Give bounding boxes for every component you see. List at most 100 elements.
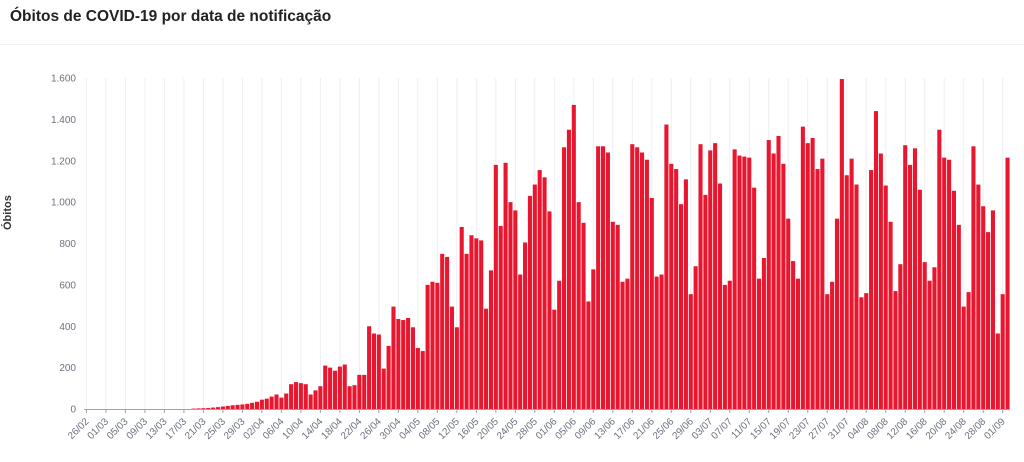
bar [1005,157,1010,409]
bar [367,326,372,409]
bar [990,210,995,409]
x-tick-label: 13/03 [144,416,170,442]
bar [971,146,976,410]
x-tick-label: 01/09 [982,416,1008,442]
bar [386,345,391,409]
x-tick-label: 24/05 [495,416,521,442]
x-tick-label: 22/04 [339,416,365,442]
x-tick-label: 29/03 [222,416,248,442]
x-tick-label: 16/05 [456,416,482,442]
bar [956,224,961,409]
bar [245,403,250,409]
bar [318,386,323,409]
bar [328,367,333,409]
bar [981,206,986,409]
bar [839,79,844,410]
bar [601,146,606,410]
bar [250,402,255,409]
bar [674,169,679,409]
bar [479,240,484,409]
bar [644,159,649,409]
bar [469,235,474,409]
x-tick-label: 21/06 [631,416,657,442]
x-tick-label: 25/06 [651,416,677,442]
bar [542,177,547,409]
bar [742,156,747,409]
bar [323,365,328,409]
x-tick-label: 14/04 [300,416,326,442]
bar [371,333,377,409]
bar [771,153,776,409]
x-tick-label: 06/04 [261,416,287,442]
bar [376,334,381,409]
bar [834,218,840,409]
bar [791,261,796,409]
x-tick-label: 03/07 [690,416,716,442]
bar [513,210,518,409]
x-tick-label: 12/05 [436,416,462,442]
bar [445,256,450,409]
bar [503,162,508,409]
bar [781,163,786,409]
bar [410,327,416,409]
y-tick-label: 1.000 [51,198,76,209]
bar [698,144,703,409]
bar [756,278,762,409]
bar [630,144,635,409]
bar [713,143,718,409]
bar [484,308,489,409]
bar [747,157,752,409]
header-divider [0,44,1024,45]
bar [620,281,625,409]
bar [488,270,493,409]
x-tick-label: 23/07 [787,416,813,442]
bar [703,194,708,409]
bar [596,146,601,410]
bar [859,297,864,409]
x-tick-label: 26/04 [359,416,385,442]
bar [362,374,367,409]
x-tick-label: 25/03 [203,416,229,442]
bar [639,152,645,409]
bar [254,401,260,409]
x-tick-label: 20/05 [475,416,501,442]
x-tick-label: 12/08 [885,416,911,442]
x-tick-label: 05/03 [105,416,131,442]
x-tick-label: 01/06 [534,416,560,442]
y-tick-label: 400 [59,322,76,333]
bar [352,385,357,409]
bar [927,280,932,409]
bar [552,309,557,409]
bar [406,317,411,409]
y-tick-label: 800 [59,239,76,250]
bar [917,189,922,409]
x-tick-label: 10/04 [281,416,307,442]
x-tick-label: 16/08 [904,416,930,442]
chart-title: Óbitos de COVID-19 por data de notificaç… [10,8,332,25]
bar [332,370,338,409]
bar [420,351,425,409]
x-tick-label: 18/04 [320,416,346,442]
bar [908,164,913,409]
bar [581,222,586,409]
bar [932,267,937,409]
bar [659,274,664,409]
bar [898,264,903,409]
bar [313,390,318,409]
bar [508,202,513,409]
bar [976,184,981,409]
bar [342,364,347,409]
bar [761,257,766,409]
bar [717,183,723,409]
bar [537,170,542,409]
bar [951,190,956,409]
bar [878,153,883,409]
bar [293,382,299,409]
x-tick-label: 20/08 [924,416,950,442]
bar [815,169,820,409]
bar [727,280,732,409]
bar [571,104,576,410]
x-tick-label: 09/03 [125,416,151,442]
bar [605,152,610,409]
